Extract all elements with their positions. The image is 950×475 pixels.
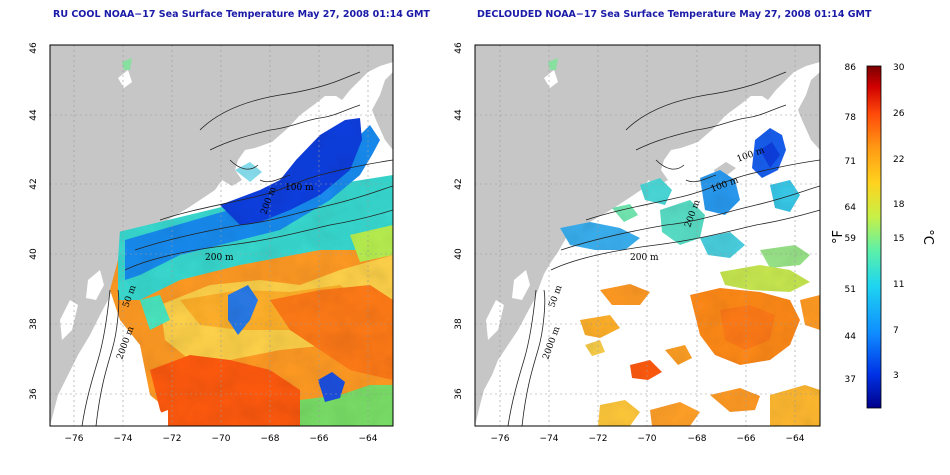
left-lon-tick: −64: [359, 434, 378, 444]
left-contour-label-200m-b: 200 m: [205, 253, 234, 263]
colorbar-fahrenheit-ticks: 86 78 71 64 59 51 44 37: [845, 63, 857, 385]
left-map-frame: [49, 44, 394, 427]
right-lon-tick: −66: [737, 434, 756, 444]
left-lat-tick: 46: [29, 42, 39, 54]
right-panel-title: DECLOUDED NOAA−17 Sea Surface Temperatur…: [477, 9, 872, 20]
celsius-unit-label: °C: [920, 229, 935, 245]
colorbar-gradient: [866, 65, 882, 409]
right-lat-ticks: 36 38 40 42 44 46: [454, 42, 464, 400]
celsius-tick: 7: [893, 326, 899, 336]
right-lat-tick: 40: [454, 248, 464, 260]
right-lon-tick: −74: [540, 434, 559, 444]
right-lon-tick: −68: [688, 434, 707, 444]
celsius-tick: 22: [893, 155, 904, 165]
right-lon-tick: −72: [589, 434, 608, 444]
right-map: 100 m 100 m 200 m 200 m 50 m 2000 m −76 …: [454, 42, 821, 444]
left-grid: [50, 45, 393, 426]
fahrenheit-tick: 64: [845, 203, 857, 213]
celsius-tick: 3: [893, 371, 899, 381]
fahrenheit-tick: 44: [845, 332, 857, 342]
right-contours: [507, 71, 820, 426]
left-lat-tick: 44: [29, 109, 39, 121]
left-map: 100 m 200 m 200 m 50 m 2000 m −76 −74 −7…: [29, 42, 394, 444]
right-land-mainland: [475, 45, 820, 426]
celsius-tick: 18: [893, 200, 905, 210]
left-contours: [81, 71, 393, 426]
celsius-tick: 26: [893, 109, 905, 119]
left-land-mainland: [50, 45, 393, 426]
right-sst-field: [560, 128, 820, 426]
celsius-tick: 15: [893, 234, 904, 244]
right-lon-tick: −76: [491, 434, 510, 444]
left-sst-field: [110, 118, 393, 426]
colorbar: 86 78 71 64 59 51 44 37 30 26 22 18 15 1…: [831, 63, 935, 409]
left-lon-tick: −76: [65, 434, 84, 444]
fahrenheit-tick: 86: [845, 63, 857, 73]
right-lat-tick: 36: [454, 388, 464, 400]
right-grid: [475, 45, 820, 426]
right-lon-tick: −70: [638, 434, 657, 444]
left-lat-tick: 42: [29, 178, 39, 189]
left-lat-tick: 40: [29, 248, 39, 260]
fahrenheit-tick: 59: [845, 234, 857, 244]
left-lat-tick: 38: [29, 318, 39, 330]
fahrenheit-tick: 71: [845, 157, 856, 167]
left-lat-tick: 36: [29, 388, 39, 400]
left-panel-title: RU COOL NOAA−17 Sea Surface Temperature …: [53, 9, 430, 20]
fahrenheit-tick: 37: [845, 375, 856, 385]
fahrenheit-tick: 51: [845, 285, 856, 295]
right-lat-tick: 38: [454, 318, 464, 330]
right-contour-label-200m-b: 200 m: [630, 253, 659, 263]
left-lon-tick: −66: [310, 434, 329, 444]
right-lon-ticks: −76 −74 −72 −70 −68 −66 −64: [491, 434, 805, 444]
celsius-tick: 11: [893, 280, 904, 290]
colorbar-celsius-ticks: 30 26 22 18 15 11 7 3: [893, 63, 905, 381]
fahrenheit-tick: 78: [845, 113, 857, 123]
left-land-east: [372, 72, 393, 150]
left-contour-label-100m: 100 m: [285, 183, 314, 193]
left-lat-ticks: 36 38 40 42 44 46: [29, 42, 39, 400]
celsius-tick: 30: [893, 63, 905, 73]
left-lon-tick: −72: [163, 434, 182, 444]
left-lon-tick: −68: [261, 434, 280, 444]
right-lat-tick: 44: [454, 109, 464, 121]
fahrenheit-unit-label: °F: [831, 230, 846, 244]
right-lat-tick: 42: [454, 178, 464, 189]
right-lon-tick: −64: [786, 434, 805, 444]
left-lon-ticks: −76 −74 −72 −70 −68 −66 −64: [65, 434, 378, 444]
left-lon-tick: −70: [212, 434, 231, 444]
right-lat-tick: 46: [454, 42, 464, 54]
right-map-frame: [474, 44, 821, 427]
left-lon-tick: −74: [114, 434, 133, 444]
